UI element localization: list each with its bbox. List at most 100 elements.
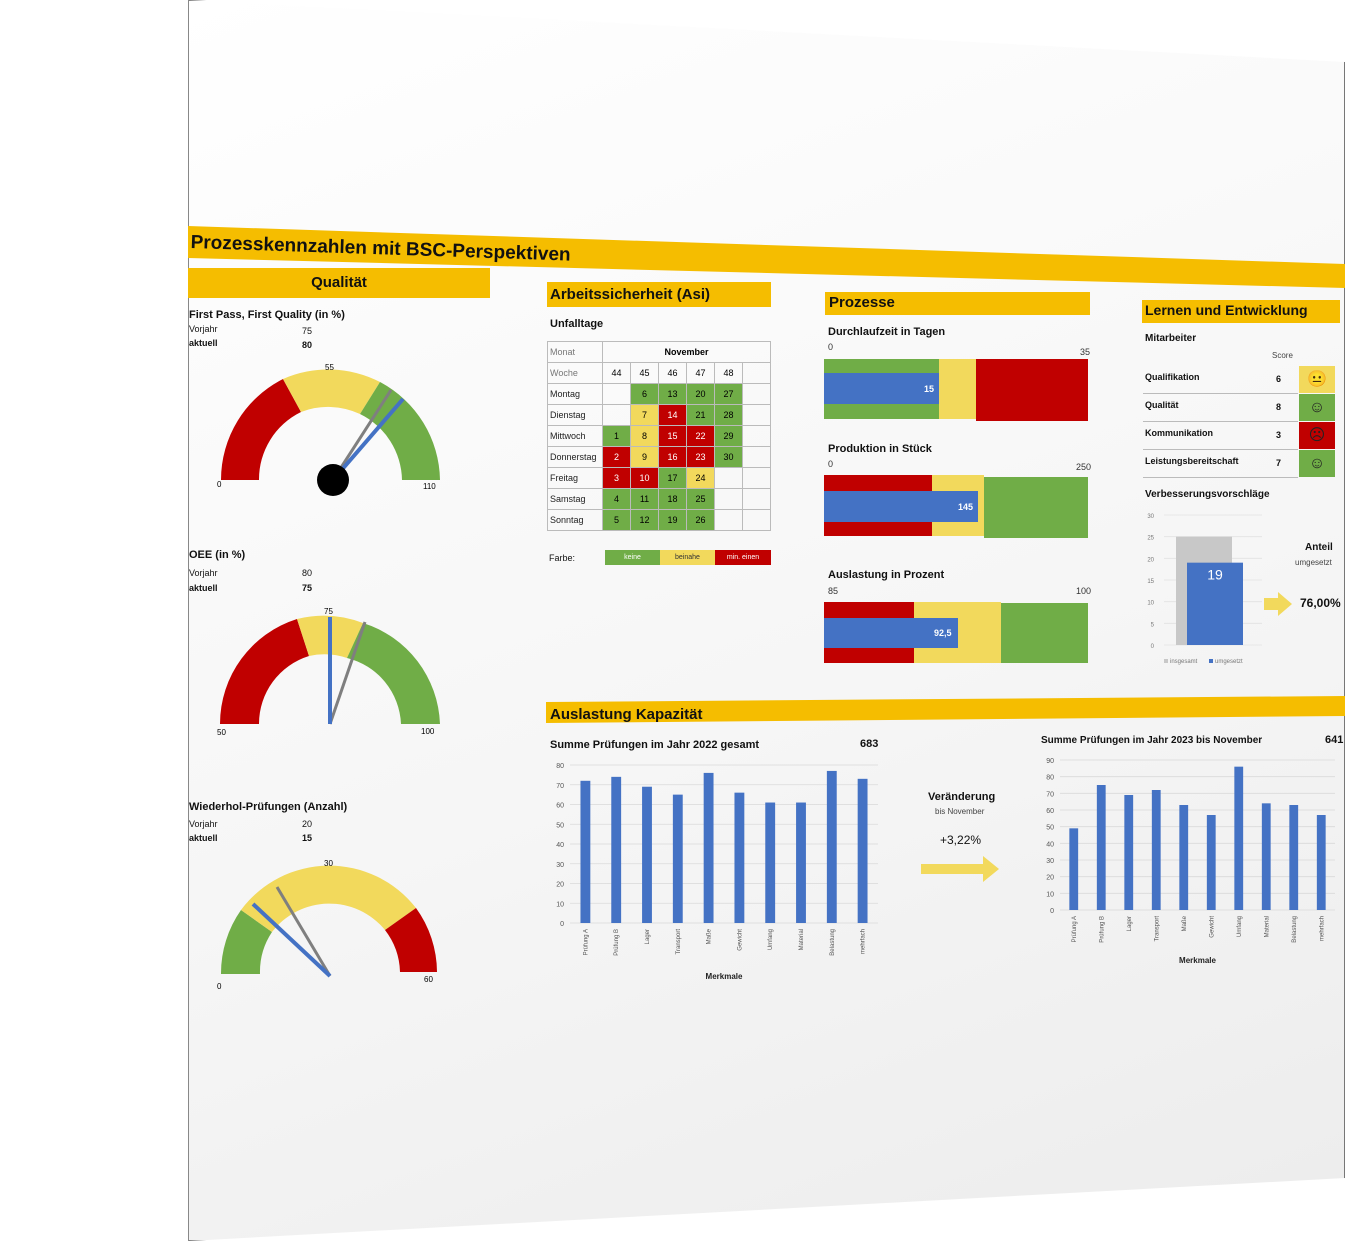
prev-value: 20	[302, 819, 313, 829]
chart-2022: 0 10 20 30 40 50 60 70 80 Prüfung A Prüfung B Lager…	[556, 763, 878, 981]
x-tick-label: Lager	[645, 929, 651, 944]
prozesse-heading: Prozesse	[829, 294, 895, 311]
x-tick-label: Transport	[1154, 916, 1160, 942]
bullet-value-label: 92,5	[934, 628, 952, 638]
bullet-value-bar	[824, 491, 978, 522]
chart-2023: 0 10 20 30 40 50 60 70 80 90 Prüfung A Prüfung B Lag…	[1046, 758, 1335, 965]
y-tick-label: 0	[1151, 644, 1155, 650]
x-tick-label: Prüfung A	[1072, 916, 1078, 942]
curr-label: aktuell	[189, 833, 218, 843]
day-cell: 1	[602, 425, 631, 447]
row-spacer	[742, 509, 771, 531]
day-cell	[714, 509, 743, 531]
curr-value: 15	[302, 833, 313, 843]
day-cell: 10	[630, 467, 659, 489]
qualitaet-heading: Qualität	[311, 274, 367, 291]
asi-header-bar	[547, 282, 771, 307]
prev-label: Vorjahr	[189, 568, 218, 578]
gauge-title: First Pass, First Quality (in %)	[189, 309, 345, 321]
legend-label: Farbe:	[549, 553, 576, 563]
bar	[672, 794, 683, 923]
day-cell	[602, 383, 631, 405]
woche-label: Woche	[547, 362, 603, 384]
unfalltage-table: Monat November Woche 44 45 46 47 48 Mont…	[547, 341, 771, 531]
weekday-label: Dienstag	[547, 404, 603, 426]
week-header: 47	[686, 362, 715, 384]
x-tick-label: Belastung	[830, 929, 836, 956]
x-tick-label: mehrfach	[861, 929, 867, 954]
day-cell	[602, 404, 631, 426]
week-header: 45	[630, 362, 659, 384]
gauge-first-pass: 0 55 110	[217, 363, 440, 496]
day-cell: 18	[658, 488, 687, 510]
umgesetzt-label: umgesetzt	[1295, 558, 1332, 567]
sheet-edge	[188, 0, 189, 1241]
neutral-face-icon: 😐	[1299, 366, 1335, 393]
legend-min-einen: min. einen	[715, 550, 771, 565]
y-tick-label: 15	[1147, 579, 1154, 585]
chart2022-title: Summe Prüfungen im Jahr 2022 gesamt	[550, 739, 760, 751]
day-cell: 13	[658, 383, 687, 405]
curr-label: aktuell	[189, 583, 218, 593]
row-spacer	[742, 383, 771, 405]
legend-swatch	[1164, 659, 1168, 663]
y-tick-label: 25	[1147, 536, 1154, 542]
prozesse-header-bar	[825, 292, 1090, 315]
day-cell: 19	[658, 509, 687, 531]
bullet-band-red	[976, 359, 1088, 421]
day-cell: 5	[602, 509, 631, 531]
prev-value: 75	[302, 326, 313, 336]
bullet-value-bar	[824, 373, 939, 404]
legend-keine: keine	[605, 550, 660, 565]
qualitaet-header-bar	[188, 268, 490, 298]
bar	[1206, 815, 1216, 910]
day-cell: 9	[630, 446, 659, 468]
bullet-max: 100	[1076, 586, 1092, 596]
arrow-right-icon	[1264, 592, 1292, 616]
change-arrow-icon	[921, 856, 999, 882]
gauge-max: 100	[421, 727, 435, 736]
bar	[857, 778, 868, 923]
bullet-min: 0	[828, 342, 834, 352]
gauge-max: 60	[424, 975, 433, 984]
y-tick-label: 30	[556, 862, 564, 869]
x-tick-label: Umfang	[1237, 916, 1243, 937]
bar	[1069, 828, 1079, 910]
legend-umgesetzt: umgesetzt	[1215, 659, 1243, 665]
weekday-label: Montag	[547, 383, 603, 405]
dashboard-sheet	[188, 0, 1345, 1241]
y-tick-label: 0	[1050, 908, 1054, 915]
asi-heading: Arbeitssicherheit (Asi)	[550, 286, 711, 303]
chart2022-total: 683	[860, 738, 879, 750]
day-cell: 17	[658, 467, 687, 489]
monat-value: November	[602, 341, 771, 363]
x-tick-label: Gewicht	[1209, 916, 1215, 938]
mitarbeiter-item-label: Kommunikation	[1145, 428, 1214, 438]
asi-subtitle: Unfalltage	[550, 318, 604, 330]
prev-value: 80	[302, 568, 313, 578]
row-spacer	[742, 467, 771, 489]
y-tick-label: 50	[1046, 825, 1054, 832]
weekday-label: Donnerstag	[547, 446, 603, 468]
bis-november-label: bis November	[935, 807, 985, 816]
x-tick-label: Gewicht	[737, 929, 743, 951]
day-cell: 20	[686, 383, 715, 405]
week-spacer	[742, 362, 771, 384]
row-spacer	[742, 404, 771, 426]
y-tick-label: 30	[1147, 514, 1154, 520]
week-header: 46	[658, 362, 687, 384]
veraenderung-label: Veränderung	[928, 791, 996, 803]
bullet-min: 0	[828, 459, 834, 469]
x-tick-label: Material	[799, 929, 805, 950]
vorschlaege-title: Verbesserungsvorschläge	[1145, 489, 1270, 500]
y-tick-label: 20	[556, 882, 564, 889]
sad-face-icon: ☹	[1299, 422, 1335, 449]
gauge-title: Wiederhol-Prüfungen (Anzahl)	[189, 801, 348, 813]
bar	[611, 776, 622, 923]
anteil-percent: 76,00%	[1300, 596, 1341, 610]
bar	[1096, 785, 1106, 910]
y-tick-label: 10	[1147, 601, 1154, 607]
bullet-title: Durchlaufzeit in Tagen	[828, 326, 946, 338]
prev-label: Vorjahr	[189, 819, 218, 829]
day-cell: 26	[686, 509, 715, 531]
